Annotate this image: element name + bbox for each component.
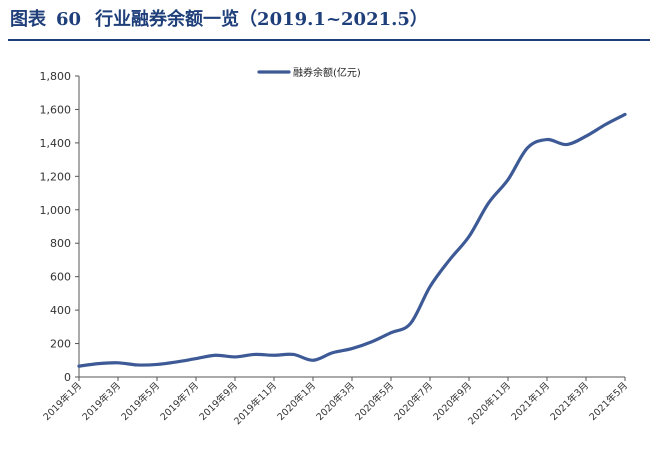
y-tick-label: 0	[64, 371, 71, 384]
x-tick-label: 2021年3月	[548, 380, 591, 423]
series-line-rongquan	[77, 112, 627, 368]
x-tick-label: 2020年1月	[275, 380, 318, 423]
figure-title: 图表 60 行业融券余额一览（2019.1~2021.5）	[10, 6, 428, 34]
x-tick-label: 2019年5月	[119, 380, 162, 423]
y-tick-label: 1,000	[40, 204, 72, 217]
y-tick-label: 1,400	[40, 137, 72, 150]
y-tick-label: 1,200	[40, 170, 72, 183]
figure-title-text: 行业融券余额一览（2019.1~2021.5）	[95, 9, 428, 30]
y-tick-label: 600	[50, 271, 71, 284]
x-tick-label: 2020年7月	[392, 380, 435, 423]
figure-title-prefix: 图表	[10, 9, 46, 30]
x-tick-label: 2021年1月	[509, 380, 552, 423]
y-tick-label: 1,600	[40, 103, 72, 116]
y-tick-label: 1,800	[40, 70, 72, 83]
x-tick-label: 2019年1月	[41, 380, 84, 423]
y-tick-label: 800	[50, 237, 71, 250]
x-tick-label: 2019年9月	[197, 380, 240, 423]
x-tick-label: 2019年3月	[80, 380, 123, 423]
figure-title-number: 60	[56, 9, 82, 30]
x-tick-label: 2021年5月	[587, 380, 630, 423]
x-tick-label: 2020年5月	[353, 380, 396, 423]
x-tick-label: 2019年7月	[158, 380, 201, 423]
x-tick-label: 2020年3月	[314, 380, 357, 423]
legend-label: 融券余额(亿元)	[293, 66, 361, 79]
title-rule	[8, 39, 650, 41]
y-tick-label: 400	[50, 304, 71, 317]
x-tick-label: 2020年9月	[431, 380, 474, 423]
y-tick-label: 200	[50, 338, 71, 351]
